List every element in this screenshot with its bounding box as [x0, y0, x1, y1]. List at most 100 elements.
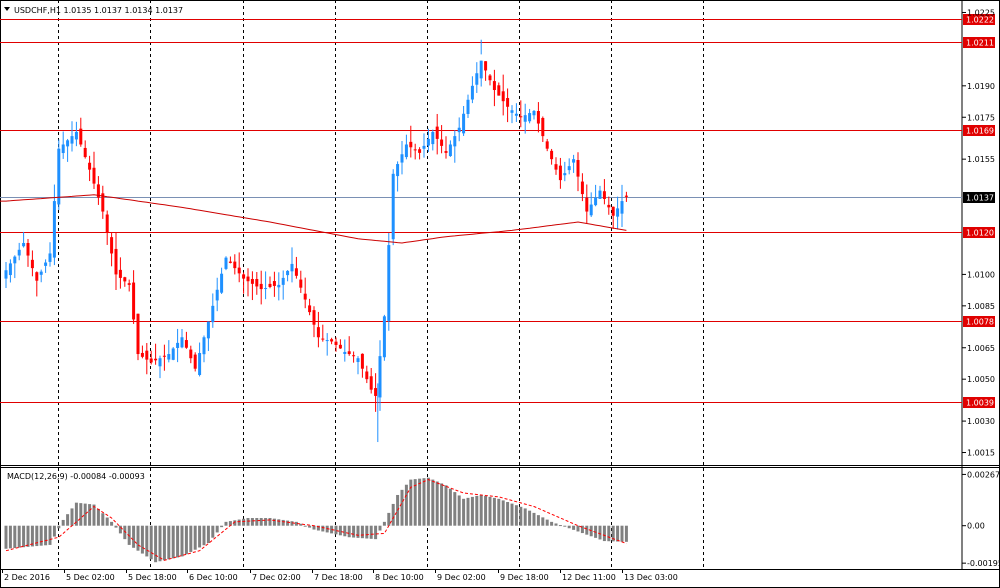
candle-body[interactable] — [545, 141, 549, 149]
candle-body[interactable] — [567, 166, 571, 171]
candle-body[interactable] — [470, 85, 474, 100]
candle-body[interactable] — [347, 351, 351, 355]
candle-body[interactable] — [286, 270, 290, 276]
candle-body[interactable] — [607, 204, 611, 208]
candle-body[interactable] — [484, 61, 488, 71]
candle-body[interactable] — [602, 191, 606, 199]
candle-body[interactable] — [391, 173, 395, 240]
candle-body[interactable] — [202, 337, 206, 355]
candle-body[interactable] — [83, 147, 87, 158]
candle-body[interactable] — [580, 181, 584, 195]
candle-body[interactable] — [554, 164, 558, 170]
candle-body[interactable] — [369, 376, 373, 390]
candle-body[interactable] — [88, 162, 92, 170]
candle-body[interactable] — [444, 151, 448, 153]
candle-body[interactable] — [475, 73, 479, 85]
candle-body[interactable] — [26, 242, 30, 256]
candle-body[interactable] — [250, 278, 254, 284]
candle-body[interactable] — [330, 339, 334, 342]
candle-body[interactable] — [541, 117, 545, 137]
candle-body[interactable] — [492, 81, 496, 91]
candle-body[interactable] — [140, 352, 144, 357]
candle-body[interactable] — [440, 139, 444, 146]
candle-body[interactable] — [123, 277, 127, 282]
candle-body[interactable] — [404, 144, 408, 158]
candle-body[interactable] — [30, 259, 34, 269]
candle-body[interactable] — [118, 269, 122, 278]
candle-body[interactable] — [479, 60, 483, 79]
candle-body[interactable] — [338, 344, 342, 349]
candle-body[interactable] — [237, 267, 241, 274]
candle-body[interactable] — [312, 310, 316, 325]
candle-body[interactable] — [136, 313, 140, 355]
candle-body[interactable] — [400, 154, 404, 163]
candle-body[interactable] — [70, 136, 74, 144]
candle-body[interactable] — [255, 278, 259, 287]
candle-body[interactable] — [215, 289, 219, 301]
candle-body[interactable] — [206, 321, 210, 339]
candle-body[interactable] — [272, 281, 276, 286]
candle-body[interactable] — [550, 150, 554, 160]
candle-body[interactable] — [264, 288, 268, 290]
candle-body[interactable] — [334, 341, 338, 345]
candle-body[interactable] — [616, 208, 620, 217]
candle-body[interactable] — [39, 271, 43, 275]
candle-body[interactable] — [536, 111, 540, 124]
candle-body[interactable] — [488, 75, 492, 81]
candle-body[interactable] — [259, 283, 263, 290]
candle-body[interactable] — [611, 206, 615, 216]
candle-body[interactable] — [57, 148, 61, 205]
candle-body[interactable] — [426, 138, 430, 146]
candle-body[interactable] — [220, 273, 224, 293]
candle-body[interactable] — [79, 128, 83, 145]
candle-body[interactable] — [356, 358, 360, 363]
candle-body[interactable] — [352, 355, 356, 357]
candle-body[interactable] — [290, 263, 294, 272]
candle-body[interactable] — [145, 350, 149, 360]
candle-body[interactable] — [409, 141, 413, 148]
candle-body[interactable] — [4, 270, 8, 279]
candle-body[interactable] — [281, 277, 285, 285]
candle-body[interactable] — [303, 293, 307, 300]
candle-body[interactable] — [22, 242, 26, 247]
candle-body[interactable] — [589, 204, 593, 216]
candle-body[interactable] — [13, 256, 17, 264]
candle-body[interactable] — [435, 126, 439, 139]
candle-body[interactable] — [92, 167, 96, 184]
candle-body[interactable] — [61, 144, 65, 154]
candle-body[interactable] — [114, 248, 118, 275]
candle-body[interactable] — [360, 353, 364, 369]
candle-body[interactable] — [8, 263, 12, 276]
candle-body[interactable] — [457, 127, 461, 133]
candle-body[interactable] — [158, 358, 162, 367]
candle-body[interactable] — [198, 352, 202, 375]
candle-body[interactable] — [105, 214, 109, 233]
price-levels[interactable]: 1.0222 1.0211 1.0169 1.0120 1.0078 1.0039 1.01… — [0, 14, 995, 408]
candle-body[interactable] — [193, 354, 197, 369]
candle-body[interactable] — [418, 149, 422, 153]
candle-body[interactable] — [233, 261, 237, 269]
candle-body[interactable] — [224, 257, 228, 269]
candle-body[interactable] — [294, 268, 298, 276]
candle-body[interactable] — [374, 388, 378, 396]
candle-body[interactable] — [365, 371, 369, 380]
candle-body[interactable] — [532, 110, 536, 116]
candle-body[interactable] — [422, 145, 426, 149]
candle-body[interactable] — [558, 165, 562, 181]
candle-body[interactable] — [228, 261, 232, 263]
candle-body[interactable] — [519, 116, 523, 118]
candle-body[interactable] — [620, 201, 624, 214]
candle-body[interactable] — [413, 149, 417, 151]
candle-body[interactable] — [431, 131, 435, 145]
candle-body[interactable] — [325, 340, 329, 342]
candle-body[interactable] — [246, 276, 250, 282]
candle-body[interactable] — [189, 349, 193, 359]
candle-body[interactable] — [127, 283, 131, 285]
candle-body[interactable] — [387, 245, 391, 321]
candle-body[interactable] — [184, 340, 188, 348]
candle-body[interactable] — [514, 113, 518, 116]
candle-body[interactable] — [510, 110, 514, 113]
candle-body[interactable] — [466, 99, 470, 114]
candle-body[interactable] — [523, 115, 527, 122]
candle-body[interactable] — [563, 173, 567, 176]
